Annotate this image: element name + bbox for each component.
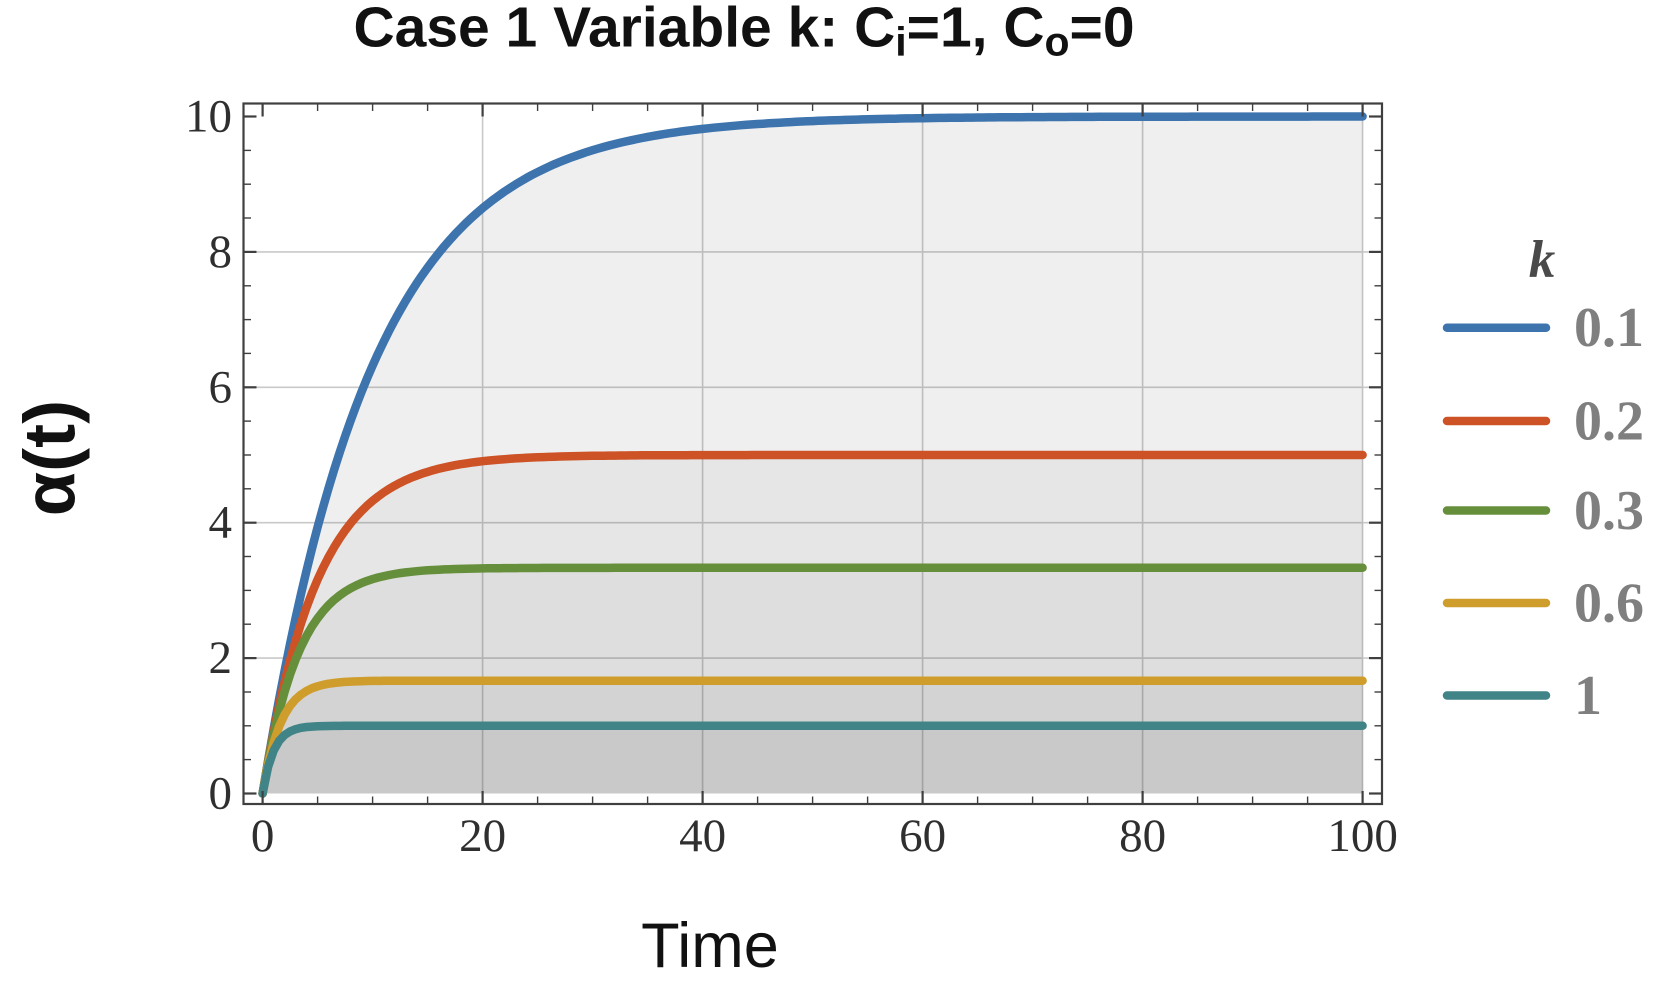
svg-text:20: 20 [459, 810, 506, 862]
svg-text:0.3: 0.3 [1574, 480, 1644, 542]
svg-text:100: 100 [1327, 810, 1398, 862]
svg-text:1: 1 [1574, 665, 1602, 727]
svg-text:k: k [1529, 231, 1556, 289]
svg-text:40: 40 [679, 810, 726, 862]
svg-text:10: 10 [185, 91, 232, 143]
svg-text:0.1: 0.1 [1574, 297, 1644, 359]
svg-text:8: 8 [209, 226, 233, 278]
svg-text:80: 80 [1119, 810, 1166, 862]
svg-text:6: 6 [209, 361, 233, 413]
svg-text:α(t): α(t) [11, 400, 91, 516]
svg-text:0: 0 [209, 768, 233, 820]
svg-text:0.6: 0.6 [1574, 573, 1644, 635]
svg-text:60: 60 [899, 810, 946, 862]
svg-text:Time: Time [641, 911, 779, 981]
svg-text:2: 2 [209, 632, 233, 684]
svg-text:0.2: 0.2 [1574, 391, 1644, 453]
svg-text:0: 0 [251, 810, 275, 862]
svg-text:Case 1 Variable k: Ci=1, Co=0: Case 1 Variable k: Ci=1, Co=0 [353, 0, 1134, 65]
svg-text:4: 4 [209, 497, 233, 549]
